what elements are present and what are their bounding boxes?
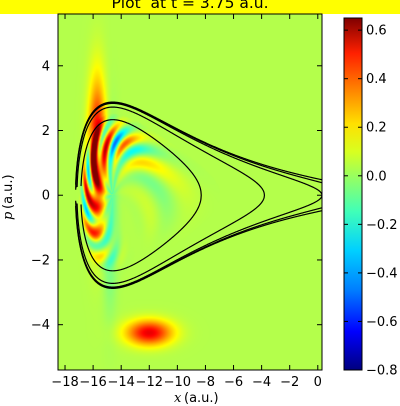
x-axis-label-unit: (a.u.): [184, 391, 219, 406]
colorbar-tick-label: 0.4: [366, 72, 387, 87]
heatmap-image: [58, 14, 322, 370]
y-tick-label: 2: [42, 124, 50, 139]
x-tick-label: −2: [280, 375, 299, 390]
contour-line: [80, 119, 202, 272]
colorbar-tick-label: −0.2: [366, 218, 398, 233]
colorbar: 0.6 0.4 0.2 0.0 −0.2 −0.4 −0.6 −0.8: [343, 17, 398, 379]
contour-line: [75, 101, 322, 289]
colorbar-tick-label: −0.6: [366, 315, 398, 330]
x-tick-label: −4: [252, 375, 271, 390]
plot-area: −18 −16 −14 −12 −10 −8 −6 −4 −2 0 −4 −2 0 2 4: [31, 13, 323, 390]
contour-line: [75, 102, 322, 288]
y-axis-label-unit: (a.u.): [1, 174, 16, 209]
x-tick-label: −6: [224, 375, 243, 390]
contour-line: [76, 106, 266, 284]
colorbar-tick-label: 0.2: [366, 121, 387, 136]
contour-lines: [75, 101, 322, 289]
colorbar-gradient: [344, 18, 362, 370]
x-axis: −18 −16 −14 −12 −10 −8 −6 −4 −2 0: [51, 14, 322, 390]
x-axis-label-var: x: [174, 391, 182, 406]
colorbar-tick-label: −0.8: [366, 364, 398, 379]
x-tick-label: −8: [196, 375, 215, 390]
colorbar-tick-label: −0.4: [366, 266, 398, 281]
y-axis-label-var: p: [1, 211, 16, 220]
x-tick-label: −14: [107, 375, 134, 390]
x-tick-label: 0: [314, 375, 322, 390]
y-tick-label: 4: [42, 59, 50, 74]
y-tick-label: −4: [31, 318, 50, 333]
x-tick-label: −16: [79, 375, 106, 390]
y-tick-label: 0: [42, 189, 50, 204]
y-axis-label: p (a.u.): [1, 174, 16, 220]
y-tick-label: −2: [31, 253, 50, 268]
x-tick-label: −12: [136, 375, 163, 390]
colorbar-tick-label: 0.6: [366, 24, 387, 39]
colorbar-frame: [343, 17, 363, 371]
chart-title: Plot at t = 3.75 a.u.: [111, 0, 269, 12]
plot-frame: [57, 13, 323, 371]
title-bar: Plot at t = 3.75 a.u.: [0, 0, 400, 14]
colorbar-tick-label: 0.0: [366, 169, 387, 184]
y-axis: −4 −2 0 2 4: [31, 59, 322, 333]
x-tick-label: −18: [51, 375, 78, 390]
x-tick-label: −10: [164, 375, 191, 390]
colorbar-ticks: 0.6 0.4 0.2 0.0 −0.2 −0.4 −0.6 −0.8: [344, 24, 398, 379]
